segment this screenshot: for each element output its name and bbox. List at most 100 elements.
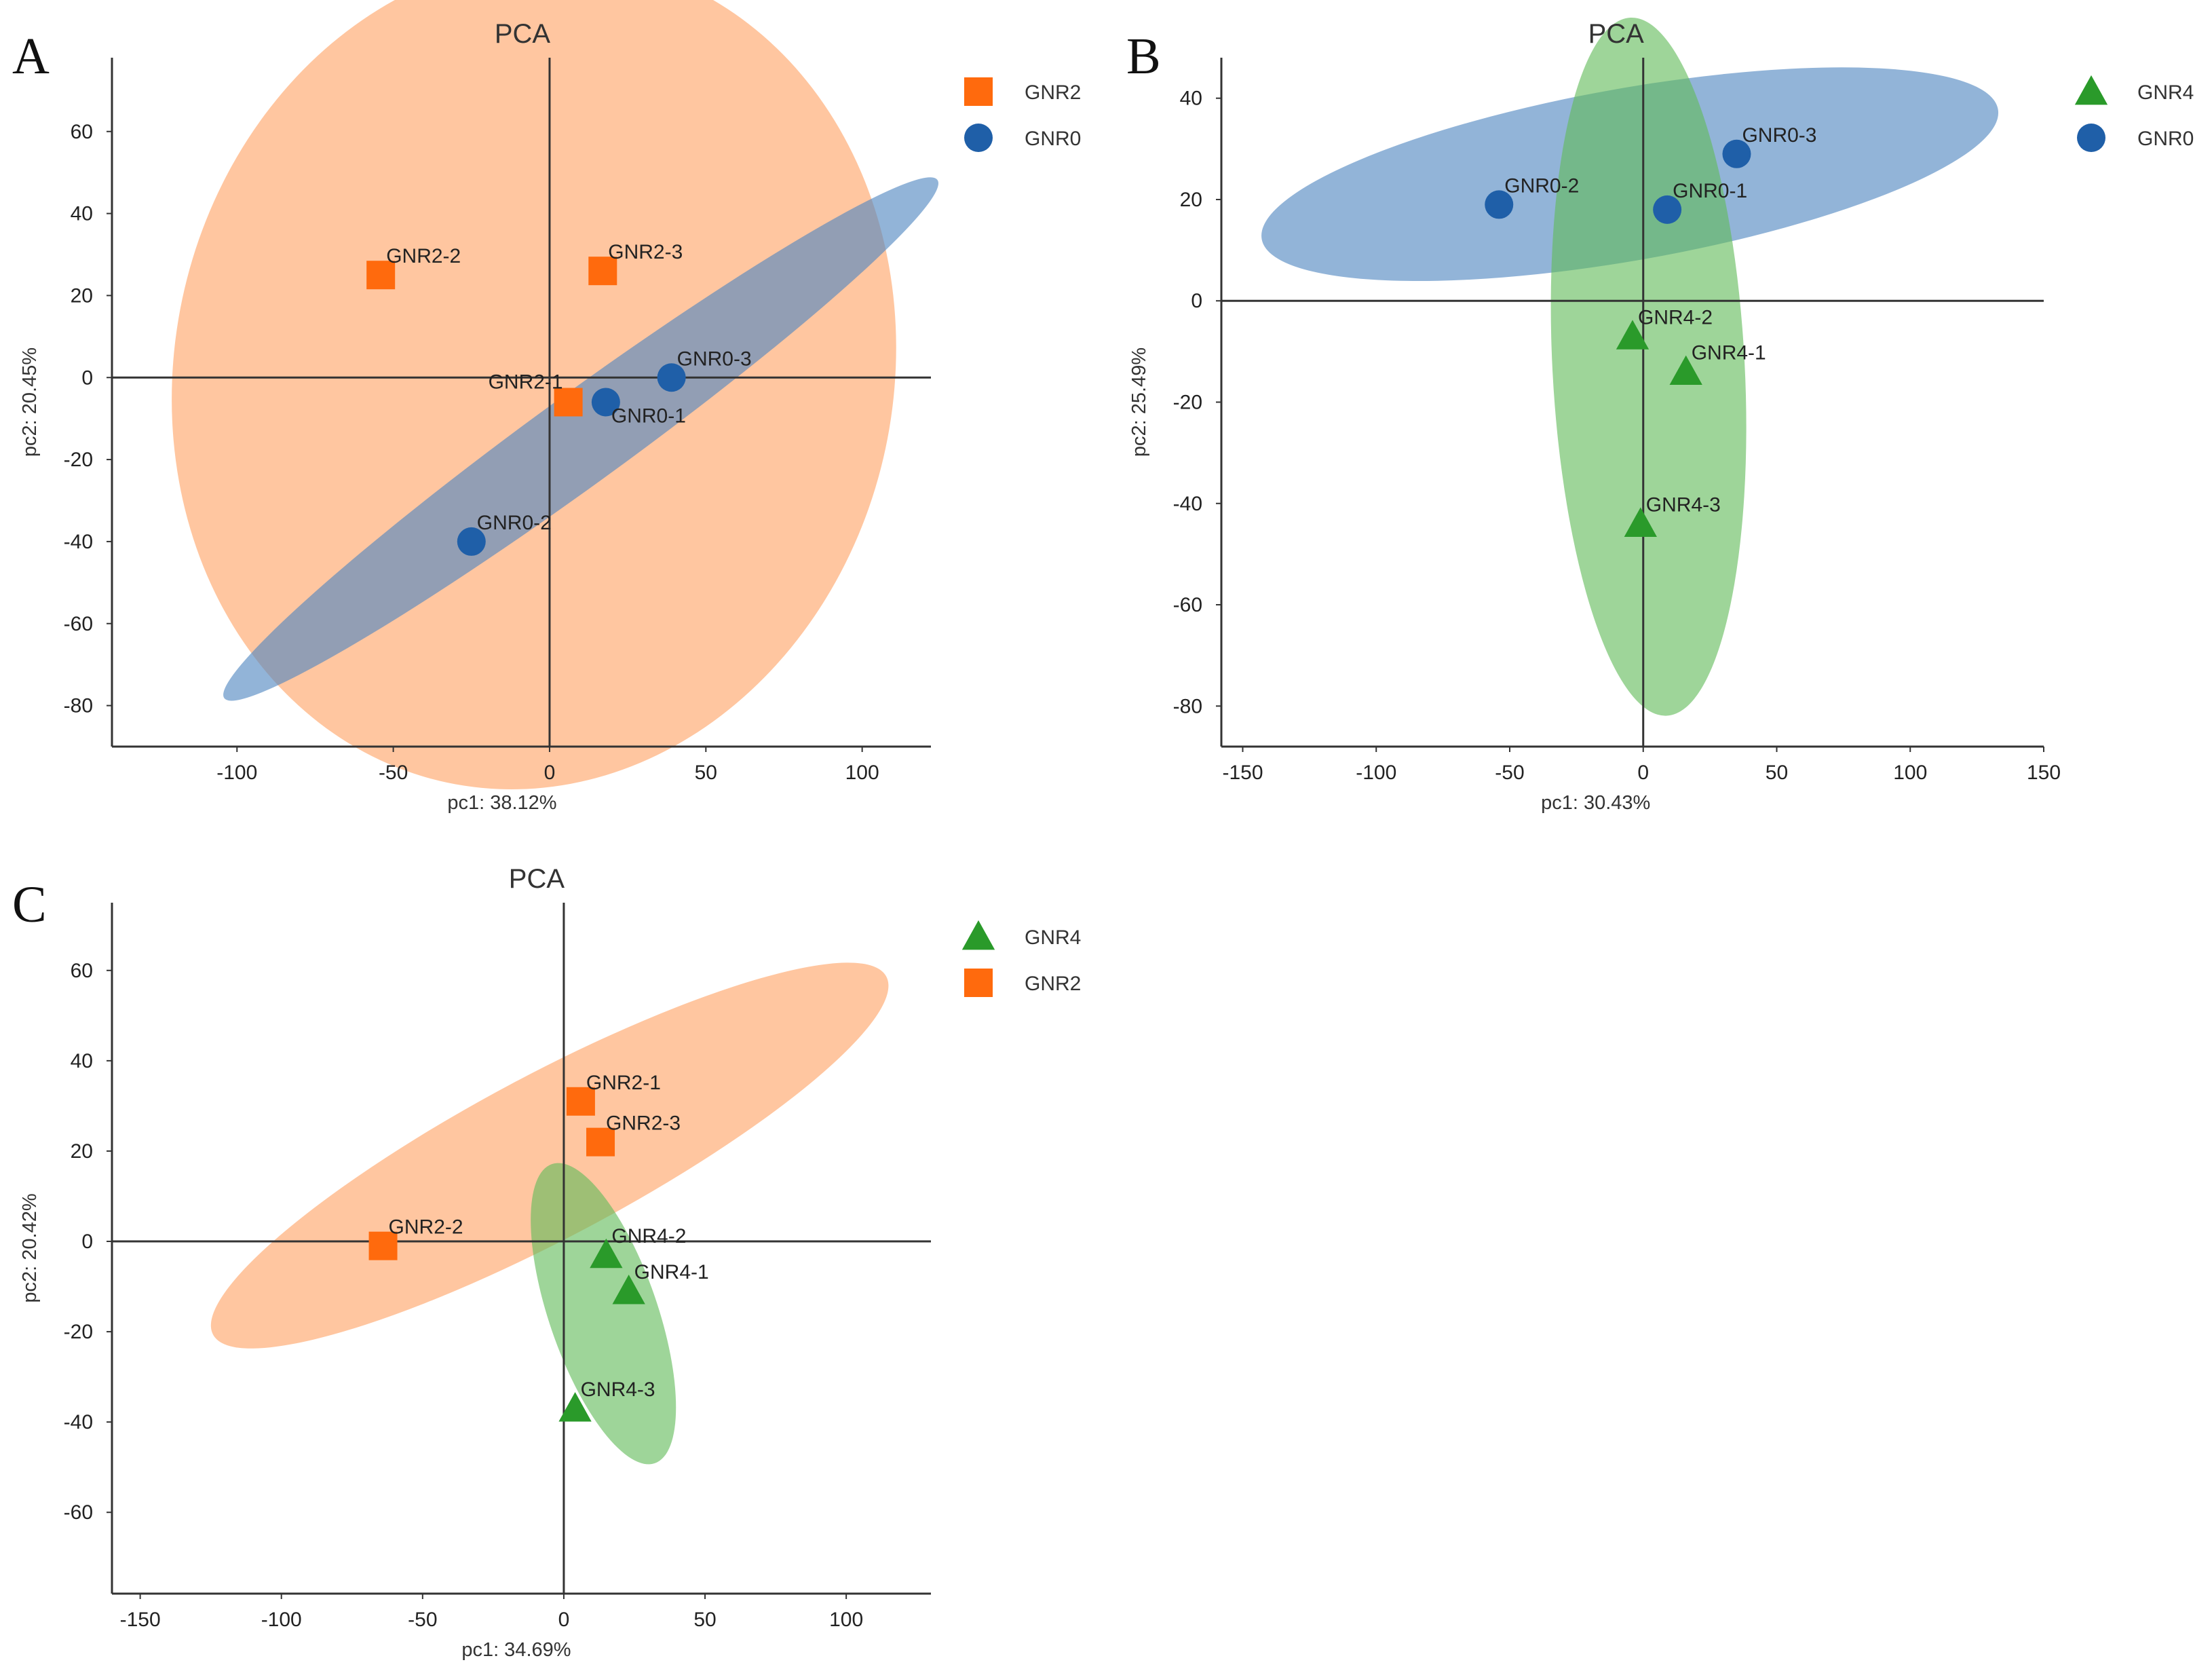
y-tick-label: 40 [71, 1050, 93, 1072]
point-label: GNR2-1 [489, 371, 563, 394]
point-label: GNR4-1 [1692, 342, 1766, 364]
point-label: GNR4-1 [634, 1261, 709, 1283]
confidence-ellipse-gnr4 [531, 1163, 676, 1465]
x-axis-label: pc1: 34.69% [461, 1639, 571, 1661]
y-tick-label: -40 [1173, 493, 1202, 515]
y-tick-label: 60 [71, 121, 93, 143]
point-gnr0-1 [591, 388, 620, 417]
legend-label: GNR2 [1025, 973, 1081, 995]
point-gnr0-2 [457, 527, 486, 556]
y-tick-label: -20 [1173, 392, 1202, 414]
point-gnr4-3 [558, 1392, 592, 1422]
legend-label: GNR4 [1025, 926, 1081, 949]
legend-label: GNR4 [2137, 81, 2194, 104]
y-tick-label: -40 [64, 531, 93, 553]
panel-letter-a: A [12, 28, 50, 85]
y-axis-label: pc2: 20.45% [19, 348, 41, 457]
panel-letter-b: B [1126, 28, 1161, 85]
x-tick-label: -100 [216, 762, 257, 784]
point-label: GNR4-3 [581, 1378, 655, 1401]
legend-item-gnr4: GNR4 [961, 920, 1081, 950]
x-tick-label: 50 [695, 762, 717, 784]
chart-title: PCA [509, 864, 565, 894]
point-gnr2-1 [566, 1087, 595, 1116]
point-gnr2-3 [586, 1127, 615, 1157]
point-label: GNR2-3 [608, 241, 683, 263]
x-tick-label: -100 [261, 1609, 302, 1631]
x-tick-label: -50 [408, 1609, 437, 1631]
point-label: GNR0-1 [611, 405, 686, 428]
confidence-ellipse-gnr2 [210, 962, 889, 1349]
point-gnr0-1 [1653, 195, 1682, 224]
y-tick-label: 0 [81, 367, 93, 389]
point-label: GNR0-3 [1742, 124, 1816, 147]
legend-marker-gnr4 [961, 920, 995, 950]
y-tick-label: 20 [1180, 189, 1202, 211]
y-axis-label: pc2: 20.42% [19, 1193, 41, 1302]
y-tick-label: 40 [71, 203, 93, 225]
y-tick-label: -80 [1173, 695, 1202, 717]
x-tick-label: 100 [845, 762, 879, 784]
y-tick-label: 20 [71, 284, 93, 307]
point-gnr2-3 [588, 257, 617, 286]
y-tick-label: 0 [1191, 290, 1202, 312]
point-label: GNR4-2 [1638, 306, 1713, 328]
point-gnr0-3 [1722, 139, 1751, 168]
x-tick-label: -150 [1222, 762, 1263, 784]
legend-label: GNR0 [2137, 128, 2194, 150]
y-tick-label: -80 [64, 695, 93, 717]
point-gnr4-3 [1624, 507, 1657, 537]
point-label: GNR2-2 [386, 245, 461, 267]
y-tick-label: 20 [71, 1140, 93, 1163]
y-tick-label: -60 [64, 613, 93, 635]
point-label: GNR2-1 [586, 1072, 661, 1094]
chart-title: PCA [1588, 19, 1645, 49]
x-tick-label: 100 [1893, 762, 1927, 784]
legend-item-gnr0: GNR0 [964, 124, 1081, 152]
confidence-ellipse-gnr0 [223, 177, 938, 701]
point-gnr2-1 [554, 388, 583, 417]
point-gnr4-2 [1616, 320, 1650, 350]
x-tick-label: 0 [558, 1609, 570, 1631]
point-gnr4-1 [612, 1275, 645, 1304]
y-tick-label: -60 [64, 1501, 93, 1524]
y-axis-label: pc2: 25.49% [1128, 348, 1150, 457]
chart-title: PCA [495, 19, 551, 49]
y-tick-label: -20 [64, 1321, 93, 1343]
point-label: GNR0-3 [677, 348, 752, 370]
legend-marker-gnr4 [2074, 75, 2108, 105]
legend-label: GNR2 [1025, 81, 1081, 104]
x-tick-label: 50 [693, 1609, 716, 1631]
point-gnr2-2 [368, 1231, 398, 1260]
legend-item-gnr2: GNR2 [964, 77, 1081, 106]
x-tick-label: -50 [379, 762, 408, 784]
x-tick-label: 50 [1766, 762, 1788, 784]
legend-item-gnr4: GNR4 [2074, 75, 2194, 105]
point-gnr2-2 [366, 261, 396, 290]
confidence-ellipse-gnr4 [1550, 17, 1747, 716]
x-tick-label: -100 [1356, 762, 1396, 784]
x-tick-label: -150 [120, 1609, 161, 1631]
point-label: GNR0-2 [1504, 174, 1579, 197]
point-label: GNR0-2 [477, 512, 552, 534]
legend-item-gnr2: GNR2 [964, 969, 1081, 997]
panel-b: B -150 -100 -50 0 50 100 150 -80 -60 -40 -20 0 20 40 PC… [1126, 17, 2194, 814]
x-tick-label: -50 [1495, 762, 1524, 784]
y-tick-label: 40 [1180, 88, 1202, 110]
x-axis-label: pc1: 38.12% [447, 792, 556, 814]
point-label: GNR2-3 [606, 1112, 681, 1135]
x-tick-label: 100 [829, 1609, 863, 1631]
panel-letter-c: C [12, 876, 47, 933]
legend-marker-gnr2 [964, 969, 993, 997]
y-tick-label: -60 [1173, 594, 1202, 616]
point-label: GNR0-1 [1673, 180, 1747, 202]
point-gnr0-2 [1485, 190, 1514, 219]
x-tick-label: 0 [544, 762, 556, 784]
x-axis-label: pc1: 30.43% [1541, 792, 1650, 814]
legend-marker-gnr0 [2077, 124, 2105, 152]
point-gnr4-1 [1669, 355, 1702, 386]
panel-a: A -100 -50 0 50 100 -80 -60 -40 -20 0 20 40 60 PCA pc1:… [12, 0, 1081, 814]
point-label: GNR4-2 [611, 1225, 686, 1247]
legend-item-gnr0: GNR0 [2077, 124, 2194, 152]
